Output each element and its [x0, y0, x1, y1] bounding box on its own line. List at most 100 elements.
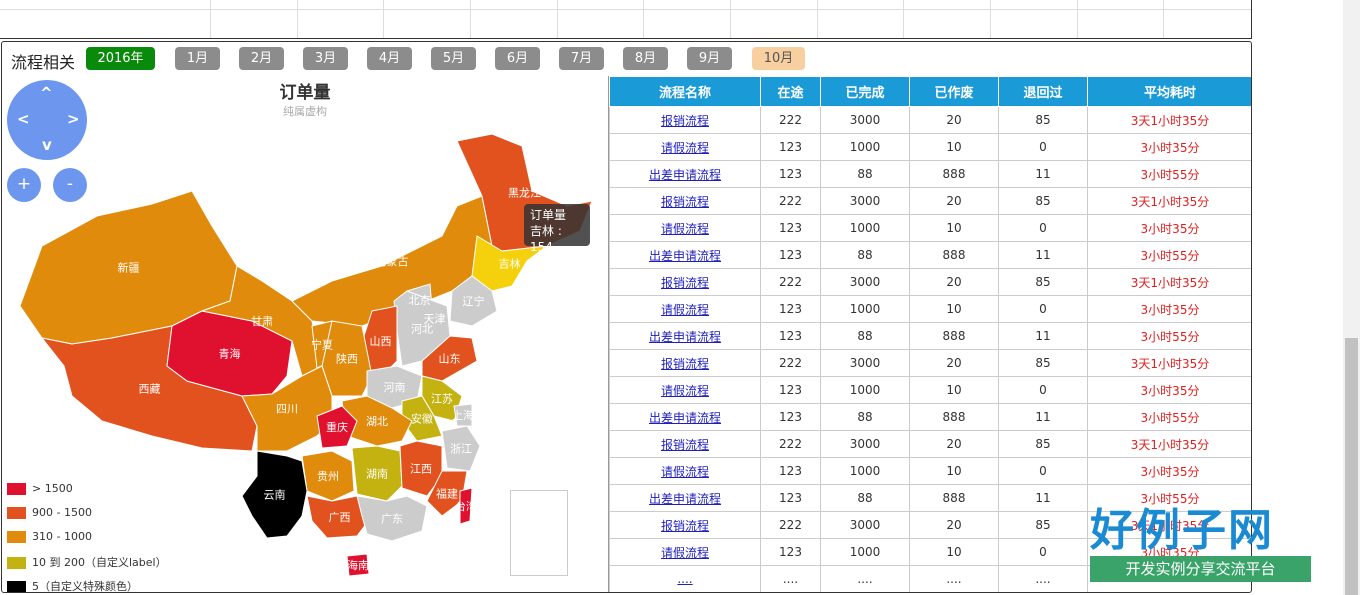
- legend-item[interactable]: 10 到 200（自定义label）: [7, 554, 167, 570]
- process-link[interactable]: 请假流程: [660, 383, 709, 398]
- province-海南[interactable]: [346, 553, 370, 577]
- legend-item[interactable]: 5（自定义特殊颜色）: [7, 578, 138, 592]
- month-button-7[interactable]: 7月: [559, 47, 604, 70]
- table-cell: 222: [760, 430, 821, 458]
- table-row: 请假流程 123 1000 10 0 3小时35分: [609, 376, 1251, 404]
- legend-item[interactable]: 310 - 1000: [7, 530, 92, 543]
- col-header: 已完成: [820, 76, 910, 107]
- province-福建[interactable]: [426, 470, 468, 517]
- pan-control[interactable]: ^ < > v: [7, 80, 87, 160]
- month-button-1[interactable]: 1月: [175, 47, 220, 70]
- province-label: 北京: [409, 293, 431, 307]
- site-watermark: 好例子网 开发实例分享交流平台: [1090, 494, 1311, 584]
- table-cell: 20: [909, 511, 999, 539]
- process-link[interactable]: 报销流程: [660, 194, 709, 209]
- process-link[interactable]: ....: [677, 572, 693, 586]
- table-row: 报销流程 222 3000 20 85 3天1小时35分: [609, 430, 1251, 458]
- table-cell: 3000: [820, 349, 910, 377]
- table-cell: 请假流程: [609, 214, 761, 242]
- month-button-8[interactable]: 8月: [623, 47, 668, 70]
- tooltip-series: 订单量: [530, 208, 567, 222]
- table-cell: 888: [909, 403, 999, 431]
- month-button-2[interactable]: 2月: [239, 47, 284, 70]
- province-label: 湖南: [366, 468, 388, 481]
- table-cell: 10: [909, 214, 999, 242]
- process-link[interactable]: 请假流程: [660, 545, 709, 560]
- legend-item[interactable]: > 1500: [7, 482, 73, 495]
- china-order-map[interactable]: 新疆 西藏 青海 甘肃 内蒙古 黑龙江 吉林 辽宁 北京 天津 河北 山西 宁夏 陕西 山东 河南 江苏 安徽 上海…: [2, 76, 608, 592]
- table-cell: 1000: [820, 214, 910, 242]
- province-label: 吉林: [499, 257, 521, 271]
- table-row: 请假流程 123 1000 10 0 3小时35分: [609, 214, 1251, 242]
- month-button-10[interactable]: 10月: [752, 47, 805, 70]
- table-cell: 3000: [820, 106, 910, 134]
- month-button-3[interactable]: 3月: [303, 47, 348, 70]
- table-cell: 123: [760, 133, 821, 161]
- process-link[interactable]: 报销流程: [660, 275, 709, 290]
- province-浙江[interactable]: [441, 425, 481, 472]
- zoom-in-icon[interactable]: +: [7, 168, 41, 202]
- table-cell: 3小时35分: [1087, 214, 1251, 242]
- table-cell: ....: [820, 565, 910, 592]
- table-cell: 88: [820, 322, 910, 350]
- province-重庆[interactable]: [316, 405, 358, 449]
- process-link[interactable]: 报销流程: [660, 437, 709, 452]
- process-link[interactable]: 报销流程: [660, 113, 709, 128]
- month-button-6[interactable]: 6月: [495, 47, 540, 70]
- table-cell: 报销流程: [609, 349, 761, 377]
- process-link[interactable]: 报销流程: [660, 356, 709, 371]
- province-湖北[interactable]: [341, 395, 413, 447]
- province-辽宁[interactable]: [449, 275, 498, 327]
- table-cell: 888: [909, 322, 999, 350]
- workflow-panel: 流程相关 2016年 1月 2月 3月 4月 5月 6月 7月 8月 9月 10…: [1, 41, 1252, 593]
- table-cell: 3小时35分: [1087, 457, 1251, 485]
- table-cell: 0: [998, 133, 1088, 161]
- pan-right-arrow-icon[interactable]: >: [67, 110, 80, 128]
- pan-left-arrow-icon[interactable]: <: [17, 110, 30, 128]
- table-cell: ....: [609, 565, 761, 592]
- process-link[interactable]: 请假流程: [660, 464, 709, 479]
- table-cell: 1000: [820, 133, 910, 161]
- table-cell: 888: [909, 484, 999, 512]
- province-台湾[interactable]: [459, 487, 473, 525]
- process-link[interactable]: 出差申请流程: [648, 410, 721, 425]
- table-cell: 11: [998, 484, 1088, 512]
- top-table-remnant: [0, 0, 1252, 39]
- process-link[interactable]: 报销流程: [660, 518, 709, 533]
- process-link[interactable]: 请假流程: [660, 140, 709, 155]
- pan-down-arrow-icon[interactable]: v: [42, 136, 52, 154]
- table-cell: 10: [909, 133, 999, 161]
- process-link[interactable]: 请假流程: [660, 221, 709, 236]
- col-header: 已作废: [909, 76, 999, 107]
- table-cell: 10: [909, 376, 999, 404]
- month-button-5[interactable]: 5月: [431, 47, 476, 70]
- process-link[interactable]: 出差申请流程: [648, 167, 721, 182]
- table-cell: 3小时55分: [1087, 241, 1251, 269]
- table-cell: 报销流程: [609, 268, 761, 296]
- table-cell: 3000: [820, 268, 910, 296]
- process-link[interactable]: 出差申请流程: [648, 491, 721, 506]
- scrollbar-thumb[interactable]: [1345, 338, 1358, 595]
- table-cell: 85: [998, 187, 1088, 215]
- province-label: 江西: [410, 463, 432, 476]
- table-cell: 3小时35分: [1087, 295, 1251, 323]
- process-link[interactable]: 请假流程: [660, 302, 709, 317]
- month-button-9[interactable]: 9月: [687, 47, 732, 70]
- legend-item[interactable]: 900 - 1500: [7, 506, 92, 519]
- pan-up-arrow-icon[interactable]: ^: [40, 84, 53, 102]
- process-link[interactable]: 出差申请流程: [648, 329, 721, 344]
- table-cell: 11: [998, 322, 1088, 350]
- province-云南[interactable]: [241, 450, 308, 539]
- year-button[interactable]: 2016年: [86, 47, 155, 70]
- table-cell: 1000: [820, 538, 910, 566]
- page-scrollbar[interactable]: [1343, 0, 1360, 595]
- province-label: 甘肃: [251, 315, 273, 328]
- table-cell: 3000: [820, 187, 910, 215]
- table-cell: 123: [760, 484, 821, 512]
- process-link[interactable]: 出差申请流程: [648, 248, 721, 263]
- province-广东[interactable]: [356, 495, 428, 542]
- province-上海[interactable]: [453, 403, 473, 427]
- table-cell: 88: [820, 241, 910, 269]
- month-button-4[interactable]: 4月: [367, 47, 412, 70]
- zoom-out-icon[interactable]: -: [53, 168, 87, 202]
